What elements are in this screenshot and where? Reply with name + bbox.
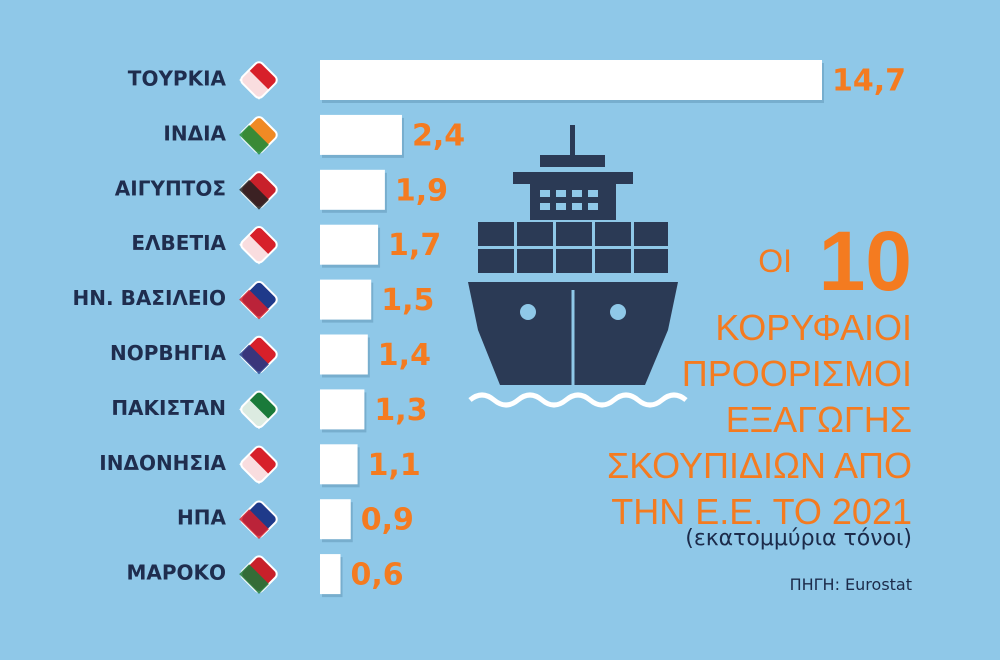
category-label: ΝΟΡΒΗΓΙΑ xyxy=(110,341,227,365)
category-label: ΑΙΓΥΠΤΟΣ xyxy=(115,176,226,200)
title-line: ΕΞΑΓΩΓΗΣ xyxy=(726,399,912,440)
category-label: ΗΝ. ΒΑΣΙΛΕΙΟ xyxy=(73,286,226,310)
bar xyxy=(320,334,368,375)
category-label: ΙΝΔΟΝΗΣΙΑ xyxy=(99,451,226,475)
value-label: 1,3 xyxy=(374,393,427,428)
value-label: 0,6 xyxy=(350,558,403,593)
flag xyxy=(239,225,278,265)
value-label: 1,7 xyxy=(388,228,441,263)
title-number: 10 xyxy=(819,214,912,308)
category-label: ΜΑΡΟΚΟ xyxy=(126,561,226,585)
value-label: 1,5 xyxy=(381,283,434,318)
flag xyxy=(239,500,278,539)
flag-band xyxy=(239,564,269,594)
flag xyxy=(239,171,278,210)
bar xyxy=(320,554,341,595)
bar xyxy=(320,60,822,100)
flag-band xyxy=(239,454,269,485)
title-line: ΠΡΟΟΡΙΣΜΟΙ xyxy=(682,353,912,394)
bar xyxy=(320,499,351,540)
category-label: ΕΛΒΕΤΙΑ xyxy=(131,231,226,255)
ship xyxy=(468,125,688,408)
value-label: 1,1 xyxy=(368,448,421,483)
flag xyxy=(239,445,278,485)
flag xyxy=(239,390,278,430)
title-lead: ΟΙ xyxy=(758,243,792,279)
flag-band xyxy=(239,70,269,100)
category-label: ΠΑΚΙΣΤΑΝ xyxy=(111,396,226,420)
flag-band xyxy=(239,234,269,265)
flag xyxy=(239,116,278,155)
flag-band xyxy=(239,125,269,155)
value-label: 0,9 xyxy=(361,503,414,538)
flag-band xyxy=(239,344,269,375)
flag-band xyxy=(239,399,269,430)
value-label: 14,7 xyxy=(832,64,906,99)
flag-band xyxy=(239,509,269,539)
bar xyxy=(320,224,379,265)
bar xyxy=(320,114,402,155)
source: ΠΗΓΗ: Eurostat xyxy=(790,575,912,594)
category-label: ΙΝΔΙΑ xyxy=(163,121,226,145)
flag-band xyxy=(239,289,269,320)
flag xyxy=(239,280,278,320)
category-label: ΗΠΑ xyxy=(177,506,226,530)
flag-band xyxy=(239,179,269,210)
category-label: ΤΟΥΡΚΙΑ xyxy=(128,67,227,91)
value-label: 1,4 xyxy=(378,338,431,373)
subtitle: (εκατομμύρια τόνοι) xyxy=(685,526,912,551)
value-label: 1,9 xyxy=(395,173,448,208)
flag xyxy=(239,555,278,594)
title-line: ΚΟΡΥΦΑΙΟΙ xyxy=(715,307,912,348)
title-line: ΣΚΟΥΠΙΔΙΩΝ ΑΠΟ xyxy=(607,445,912,486)
value-label: 2,4 xyxy=(412,118,465,153)
bar xyxy=(320,444,358,485)
flag xyxy=(239,335,278,375)
bar xyxy=(320,389,365,430)
bar xyxy=(320,279,372,320)
flag xyxy=(239,61,278,100)
bar xyxy=(320,169,385,210)
title-line: ΤΗΝ Ε.Ε. ΤΟ 2021 xyxy=(611,491,912,532)
